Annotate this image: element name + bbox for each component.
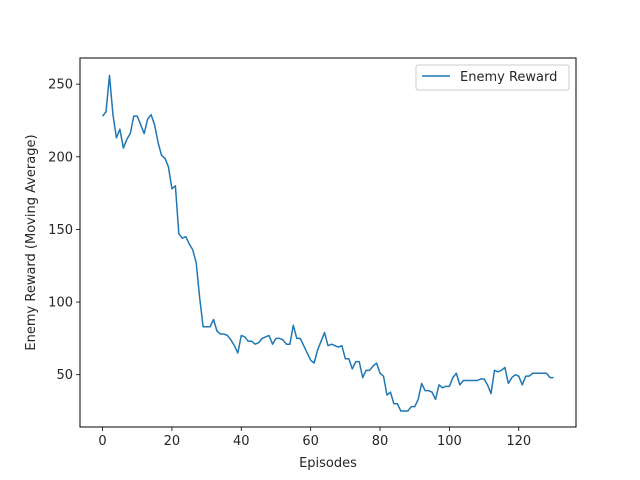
y-tick-label: 150 — [48, 223, 73, 238]
x-tick-label: 120 — [506, 434, 531, 449]
y-tick-label: 50 — [56, 368, 73, 383]
y-tick-label: 100 — [48, 296, 73, 311]
x-axis-label: Episodes — [299, 456, 357, 471]
y-axis-label: Enemy Reward (Moving Average) — [24, 134, 39, 350]
x-axis-ticks: 0 20 40 60 80 100 120 — [98, 427, 531, 449]
y-tick-label: 250 — [48, 78, 73, 93]
x-tick-label: 20 — [164, 434, 181, 449]
x-tick-label: 80 — [372, 434, 389, 449]
legend-box — [415, 64, 570, 91]
y-axis-ticks: 50 100 150 200 250 — [48, 78, 80, 383]
x-tick-label: 0 — [98, 434, 106, 449]
legend: Enemy Reward — [415, 64, 570, 91]
series-layer — [101, 74, 554, 412]
series-line-0 — [101, 74, 554, 412]
x-tick-label: 60 — [302, 434, 319, 449]
x-tick-label: 40 — [233, 434, 250, 449]
y-tick-label: 200 — [48, 150, 73, 165]
plot-frame — [79, 57, 577, 428]
x-tick-label: 100 — [437, 434, 462, 449]
legend-label: Enemy Reward — [460, 70, 557, 85]
plot-background — [80, 58, 576, 427]
